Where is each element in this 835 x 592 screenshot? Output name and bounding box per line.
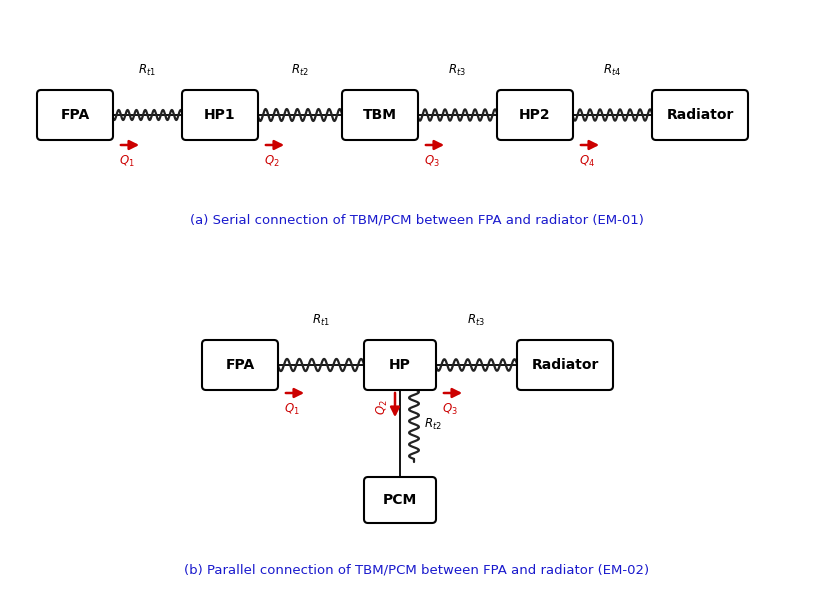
Text: $Q_2$: $Q_2$ [264, 154, 280, 169]
Text: $R_{t1}$: $R_{t1}$ [312, 313, 330, 328]
Text: Radiator: Radiator [531, 358, 599, 372]
Text: $R_{t2}$: $R_{t2}$ [424, 416, 442, 432]
Text: $R_{t4}$: $R_{t4}$ [603, 63, 621, 78]
FancyBboxPatch shape [652, 90, 748, 140]
Text: HP2: HP2 [519, 108, 551, 122]
FancyBboxPatch shape [182, 90, 258, 140]
Text: TBM: TBM [363, 108, 397, 122]
Text: FPA: FPA [225, 358, 255, 372]
FancyBboxPatch shape [342, 90, 418, 140]
Text: PCM: PCM [383, 493, 418, 507]
FancyBboxPatch shape [364, 340, 436, 390]
FancyBboxPatch shape [37, 90, 113, 140]
Text: $Q_1$: $Q_1$ [284, 402, 300, 417]
Text: $Q_1$: $Q_1$ [119, 154, 134, 169]
FancyBboxPatch shape [497, 90, 573, 140]
Text: $Q_3$: $Q_3$ [442, 402, 458, 417]
Text: HP: HP [389, 358, 411, 372]
Text: $Q_3$: $Q_3$ [424, 154, 440, 169]
Text: HP1: HP1 [205, 108, 235, 122]
Text: $R_{t1}$: $R_{t1}$ [138, 63, 156, 78]
FancyBboxPatch shape [364, 477, 436, 523]
Text: (a) Serial connection of TBM/PCM between FPA and radiator (EM-01): (a) Serial connection of TBM/PCM between… [190, 214, 644, 227]
FancyBboxPatch shape [202, 340, 278, 390]
Text: $Q_2$: $Q_2$ [375, 399, 390, 415]
Text: FPA: FPA [60, 108, 89, 122]
Text: Radiator: Radiator [666, 108, 734, 122]
Text: $R_{t3}$: $R_{t3}$ [467, 313, 485, 328]
Text: $R_{t2}$: $R_{t2}$ [291, 63, 309, 78]
Text: (b) Parallel connection of TBM/PCM between FPA and radiator (EM-02): (b) Parallel connection of TBM/PCM betwe… [185, 564, 650, 577]
Text: $R_{t3}$: $R_{t3}$ [448, 63, 466, 78]
Text: $Q_4$: $Q_4$ [579, 154, 595, 169]
FancyBboxPatch shape [517, 340, 613, 390]
